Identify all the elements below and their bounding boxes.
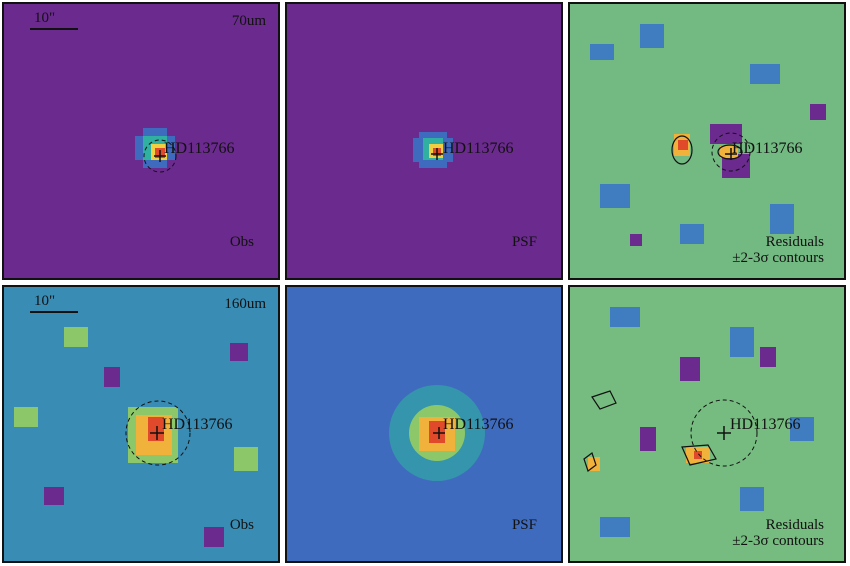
image-160um-residuals [570,287,844,561]
image-70um-obs [4,4,278,278]
star-label: HD113766 [443,416,514,433]
star-label: HD113766 [443,140,514,157]
star-label: HD113766 [730,416,801,433]
scale-label: 10" [34,293,56,309]
image-70um-residuals [570,4,844,278]
panel-kind-label: Residuals [765,234,824,250]
panel-kind-label: Obs [229,517,254,533]
panel-160um-psf: HD113766 PSF [285,285,563,563]
band-label: 70um [231,13,266,29]
panel-70um-psf: HD113766 PSF [285,2,563,280]
image-70um-psf [287,4,561,278]
panel-70um-residuals: HD113766 Residuals ±2-3σ contours [568,2,846,280]
star-label: HD113766 [732,140,803,157]
image-160um-psf [287,287,561,561]
panel-kind-label: PSF [511,234,537,250]
contours-label: ±2-3σ contours [732,533,824,549]
image-160um-obs [4,287,278,561]
contours-label: ±2-3σ contours [732,250,824,266]
star-label: HD113766 [162,416,233,433]
panel-70um-obs: 10" 70um HD113766 Obs [2,2,280,280]
scale-label: 10" [34,10,56,26]
panel-kind-label: Obs [229,234,254,250]
band-label: 160um [224,296,266,312]
star-label: HD113766 [164,140,235,157]
panel-160um-obs: 10" 160um HD113766 Obs [2,285,280,563]
panel-160um-residuals: HD113766 Residuals ±2-3σ contours [568,285,846,563]
panel-kind-label: Residuals [765,517,824,533]
panel-kind-label: PSF [511,517,537,533]
